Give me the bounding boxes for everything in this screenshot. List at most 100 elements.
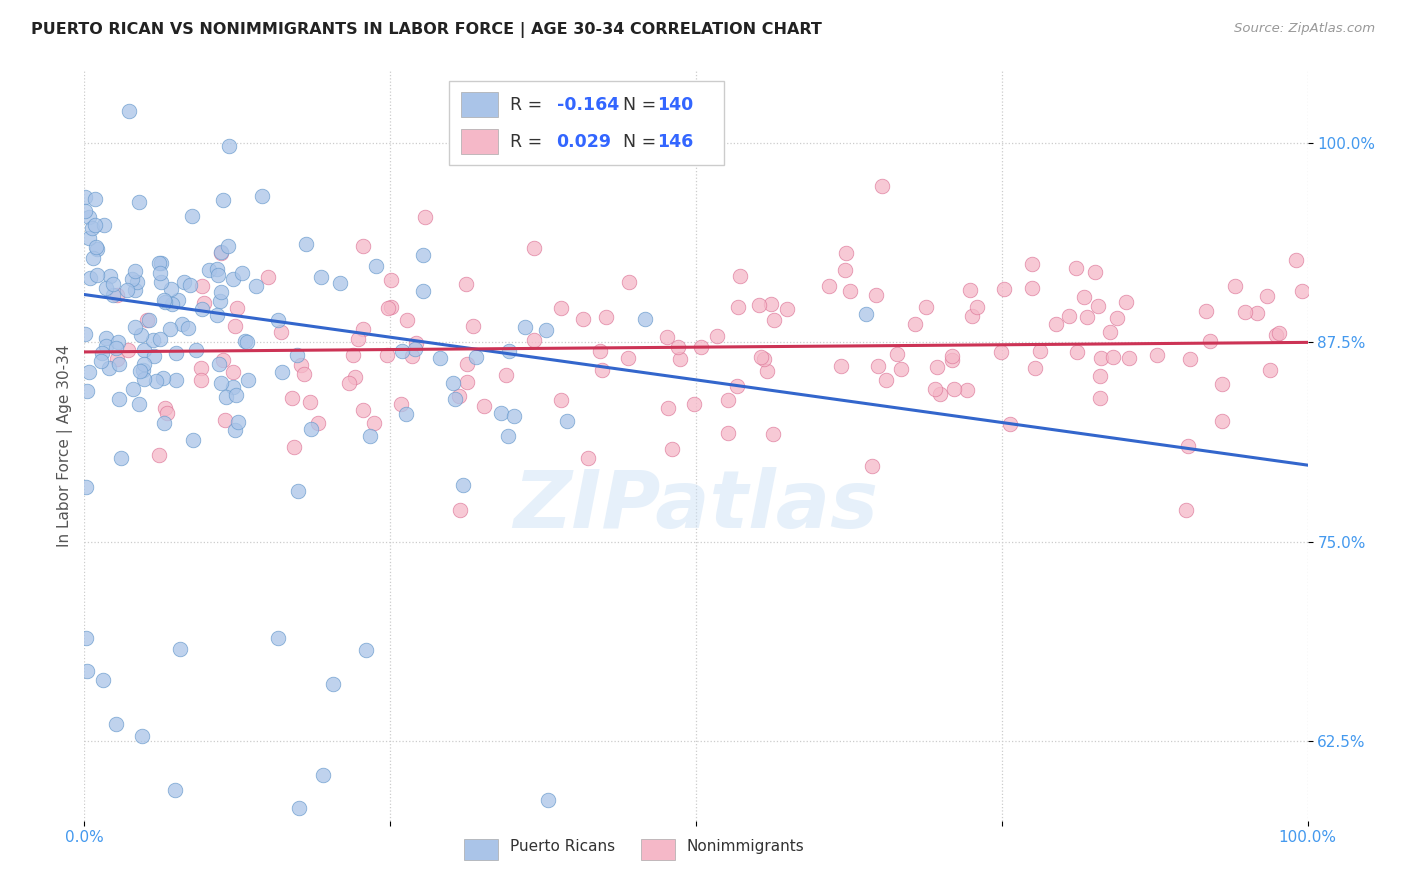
Point [98, 268, 121, 283]
Point [449, 389, 471, 403]
Point [1211, 376, 1233, 391]
Point [252, 189, 274, 203]
Point [257, 270, 280, 285]
Point [90, 354, 112, 368]
Point [218, 139, 240, 153]
Point [354, 642, 377, 657]
Point [924, 382, 946, 396]
Point [322, 677, 344, 691]
Point [135, 313, 157, 327]
Point [225, 387, 247, 401]
Point [83, 218, 105, 232]
Point [655, 330, 678, 344]
Point [159, 322, 181, 336]
Point [396, 313, 419, 327]
Point [108, 392, 131, 407]
Point [380, 300, 402, 314]
Point [690, 340, 713, 354]
Point [105, 717, 128, 731]
Point [762, 427, 785, 442]
Point [404, 342, 426, 356]
Point [107, 334, 129, 349]
Point [288, 801, 311, 815]
Point [129, 364, 152, 378]
Point [298, 395, 321, 409]
Point [153, 401, 176, 415]
Point [149, 332, 172, 346]
Point [173, 275, 195, 289]
Point [683, 397, 706, 411]
Point [444, 392, 467, 407]
Point [834, 262, 856, 277]
Point [364, 260, 387, 274]
Point [86, 243, 108, 257]
Point [337, 376, 360, 391]
Point [1084, 265, 1107, 279]
Point [73, 190, 96, 204]
Point [186, 343, 208, 357]
Point [191, 279, 214, 293]
Point [835, 245, 858, 260]
Point [616, 351, 638, 366]
Text: PUERTO RICAN VS NONIMMIGRANTS IN LABOR FORCE | AGE 30-34 CORRELATION CHART: PUERTO RICAN VS NONIMMIGRANTS IN LABOR F… [31, 22, 821, 38]
Point [855, 307, 877, 321]
Point [149, 275, 172, 289]
Point [886, 346, 908, 360]
Point [236, 373, 259, 387]
Point [179, 277, 201, 292]
Point [1180, 351, 1202, 366]
Point [177, 320, 200, 334]
Point [212, 194, 235, 208]
Point [165, 783, 187, 797]
Point [181, 210, 204, 224]
Point [1064, 261, 1087, 276]
Point [759, 297, 782, 311]
Point [762, 312, 785, 326]
Point [1246, 306, 1268, 320]
Text: R =: R = [510, 95, 548, 113]
Point [941, 349, 963, 363]
Point [503, 409, 526, 423]
Point [148, 448, 170, 462]
Point [1057, 309, 1080, 323]
Point [214, 413, 236, 427]
Point [134, 372, 156, 386]
Point [209, 285, 232, 299]
Point [294, 237, 316, 252]
Point [1087, 299, 1109, 313]
Point [138, 313, 160, 327]
Point [706, 329, 728, 343]
Point [1211, 414, 1233, 428]
Point [959, 283, 981, 297]
Point [391, 344, 413, 359]
Point [94, 339, 117, 353]
Point [129, 328, 152, 343]
Point [212, 352, 235, 367]
Point [1024, 361, 1046, 376]
Point [1265, 328, 1288, 343]
Point [82, 251, 104, 265]
Point [550, 301, 572, 316]
Point [956, 383, 979, 397]
Point [669, 352, 692, 367]
Point [205, 308, 228, 322]
Point [576, 451, 599, 466]
Point [117, 283, 139, 297]
Point [75, 480, 97, 494]
Point [619, 276, 641, 290]
Point [347, 333, 370, 347]
Point [1285, 253, 1308, 268]
Point [236, 335, 259, 350]
Point [128, 195, 150, 210]
Point [73, 326, 96, 341]
Point [717, 392, 740, 407]
Point [748, 298, 770, 312]
Point [84, 192, 107, 206]
Point [405, 336, 427, 351]
Y-axis label: In Labor Force | Age 30-34: In Labor Force | Age 30-34 [58, 344, 73, 548]
Point [142, 349, 165, 363]
Point [377, 301, 399, 315]
Point [657, 401, 679, 415]
Point [84, 240, 107, 254]
Point [1028, 343, 1050, 358]
